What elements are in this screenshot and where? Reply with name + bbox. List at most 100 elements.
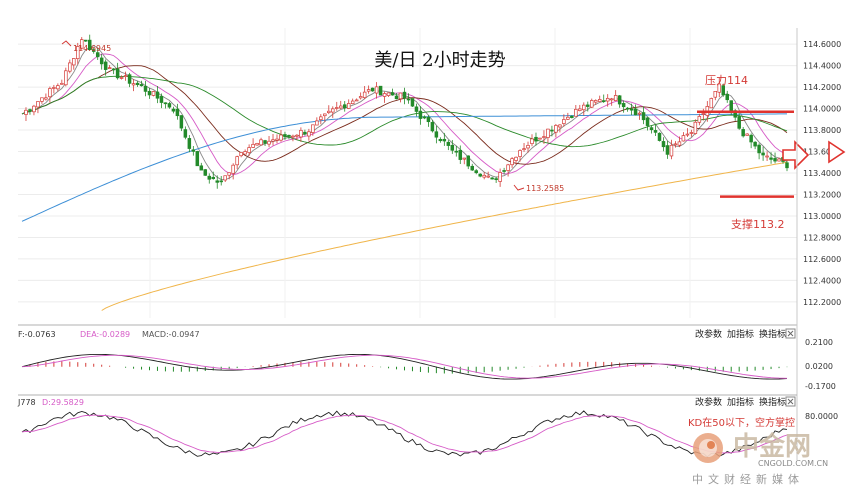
candle-body (641, 112, 646, 121)
macd-close-icon[interactable] (785, 328, 796, 339)
macd-legend-macd: MACD:-0.0947 (142, 330, 200, 339)
candle-body (701, 113, 706, 115)
candle-body (414, 106, 419, 112)
candle-body (263, 140, 267, 144)
y-tick-label: 113.0000 (803, 212, 841, 221)
candle-body (633, 108, 638, 116)
candle-body (522, 148, 526, 150)
kdj-close-icon[interactable] (785, 396, 796, 407)
candle-body (653, 130, 658, 133)
candle-body (378, 85, 383, 96)
watermark-url: CNGOLD.COM.CN (758, 459, 828, 468)
candle-body (60, 82, 64, 85)
candle-body (171, 108, 176, 112)
watermark-logo-icon (693, 433, 723, 463)
candle-body (366, 89, 371, 92)
macd-add-indicator-button[interactable]: 加指标 (727, 328, 754, 340)
candle-body (430, 122, 435, 132)
candle-body (291, 135, 295, 138)
candle-body (578, 108, 582, 111)
candle-body (737, 116, 741, 129)
candle-body (179, 115, 184, 129)
candle-body (502, 170, 506, 172)
candle-body (661, 141, 666, 148)
candle-body (131, 83, 136, 86)
candle-body (542, 136, 546, 138)
candle-body (83, 39, 88, 42)
candle-body (689, 132, 694, 134)
candle-body (183, 129, 188, 138)
kdj-switch-indicator-button[interactable]: 换指标 (759, 396, 786, 408)
high-label: 114.6945 (73, 44, 111, 53)
candle-body (554, 125, 558, 133)
candle-body (442, 138, 447, 142)
candle-body (773, 158, 777, 162)
macd-y-tick: -0.1700 (805, 382, 836, 391)
candle-body (490, 177, 494, 180)
candle-body (514, 156, 518, 161)
y-tick-label: 114.2000 (803, 83, 841, 92)
candle-body (673, 143, 678, 146)
candle-body (283, 134, 287, 138)
candle-body (753, 141, 757, 147)
chart-title: 美/日 2小时走势 (374, 50, 505, 71)
candle-body (685, 133, 690, 136)
candle-body (741, 129, 745, 137)
candle-body (717, 83, 722, 93)
y-tick-label: 112.2000 (803, 298, 841, 307)
resistance-label: 压力114 (705, 74, 748, 87)
candle-body (601, 100, 606, 102)
candle-body (167, 103, 172, 108)
candle-body (307, 131, 311, 137)
candle-body (199, 165, 204, 171)
kdj-legend-d: D:29.5829 (42, 398, 84, 407)
candle-body (255, 143, 259, 146)
macd-switch-indicator-button[interactable]: 换指标 (759, 328, 786, 340)
candle-body (211, 176, 216, 180)
main-y-ticks: 114.6000 114.4000 114.2000 114.0000 113.8000… (803, 40, 841, 307)
candle-body (36, 101, 40, 108)
candle-body (303, 131, 307, 135)
candle-body (765, 155, 769, 158)
candle-body (621, 103, 626, 108)
candle-body (450, 144, 455, 151)
candle-body (68, 62, 72, 72)
watermark-subtitle: 中文财经新媒体 (692, 472, 804, 486)
candle-body (402, 91, 407, 99)
y-tick-label: 112.4000 (803, 276, 841, 285)
candle-body (279, 134, 283, 141)
watermark-name: 中金网 (733, 431, 811, 462)
candle-body (462, 157, 467, 160)
candle-body (40, 97, 44, 102)
candle-body (223, 175, 227, 181)
candle-body (139, 84, 144, 87)
macd-change-params-button[interactable]: 改参数 (695, 328, 722, 340)
candle-body (629, 108, 634, 111)
candle-body (486, 175, 490, 178)
candle-body (72, 58, 76, 66)
candle-body (119, 77, 124, 79)
macd-dea-line (21, 354, 788, 379)
candle-body (370, 87, 375, 92)
candle-body (103, 61, 108, 70)
candle-body (538, 137, 542, 140)
candle-body (625, 107, 630, 110)
candle-body (64, 70, 68, 86)
kdj-add-indicator-button[interactable]: 加指标 (727, 396, 754, 408)
candle-body (637, 112, 642, 115)
candle-body (410, 98, 415, 107)
candle-body (697, 116, 702, 123)
kdj-legend-k: J778 (17, 398, 36, 407)
candle-body (665, 145, 670, 155)
kdj-change-params-button[interactable]: 改参数 (695, 396, 722, 408)
arrow-icon (782, 140, 846, 170)
candle-body (645, 117, 650, 126)
candle-body (546, 128, 550, 138)
candle-body (761, 152, 765, 156)
candle-body (422, 116, 427, 119)
candle-body (386, 92, 391, 96)
candle-body (749, 134, 753, 143)
candle-body (339, 105, 343, 109)
candle-body (80, 39, 84, 49)
candle-body (446, 141, 451, 146)
